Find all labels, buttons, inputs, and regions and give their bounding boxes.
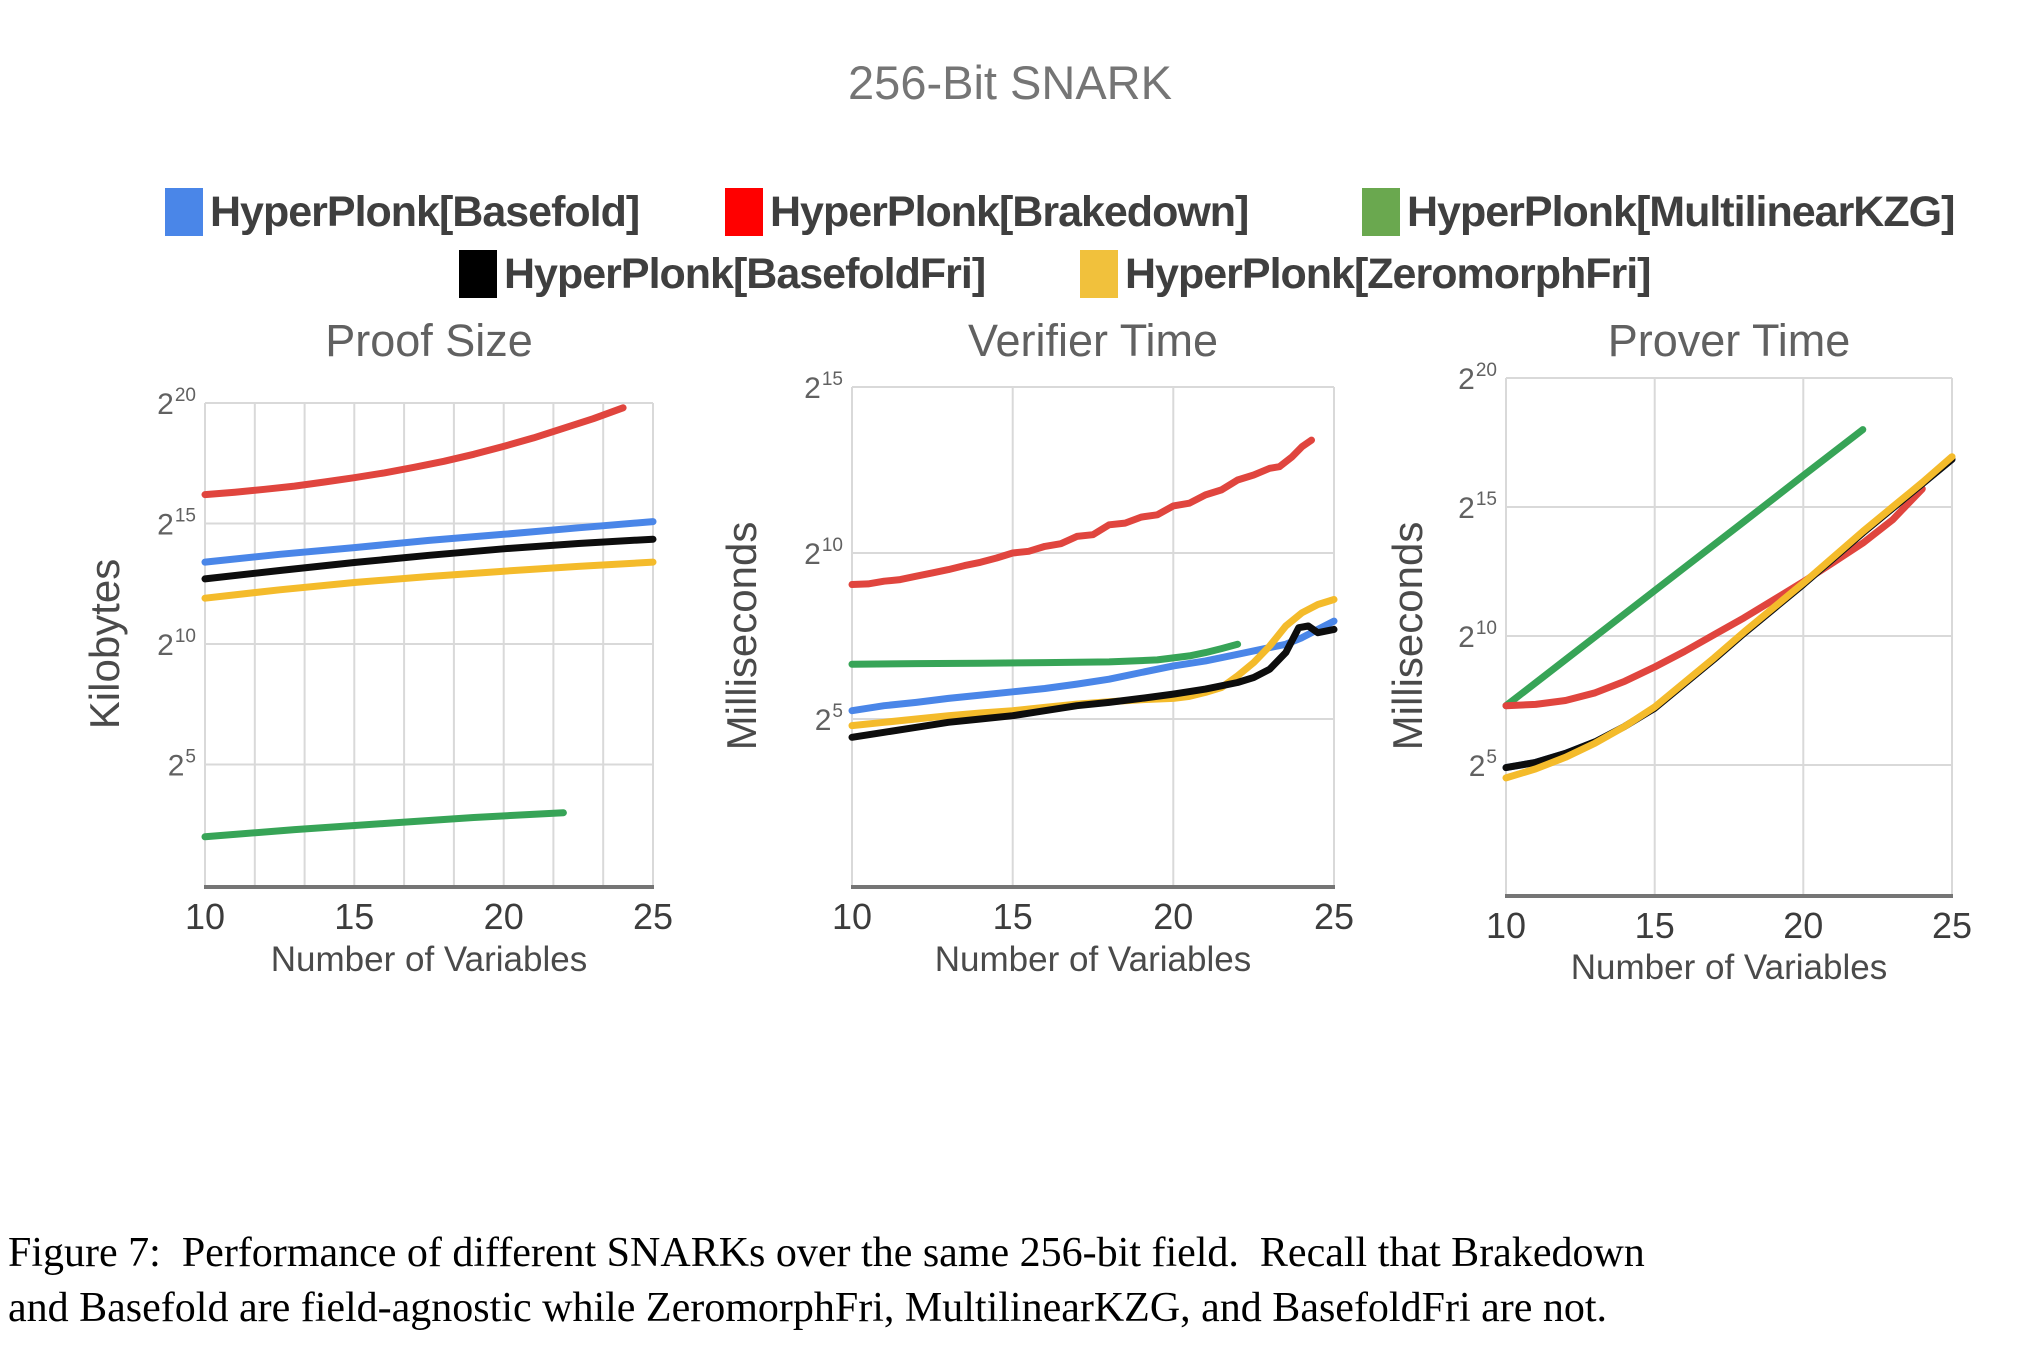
series-line-basefold-fri — [1502, 455, 1956, 772]
figure-caption: Figure 7: Performance of different SNARK… — [8, 1226, 2010, 1335]
y-tick-label: 215 — [804, 369, 843, 405]
y-tick-label: 210 — [1458, 618, 1497, 654]
prover-time-x-axis-label: Number of Variables — [1570, 948, 1888, 987]
y-tick-label: 215 — [1458, 489, 1497, 525]
series-line-multilinear-kzg — [1502, 426, 1867, 710]
series-line-zeromorph-fri — [201, 558, 657, 602]
y-tick-label: 215 — [157, 506, 196, 542]
proof-size-x-axis-label: Number of Variables — [270, 940, 588, 979]
y-tick-label: 220 — [157, 385, 196, 421]
prover-time-title: Prover Time — [1607, 315, 1851, 366]
x-tick-label: 10 — [832, 896, 872, 937]
legend-label: HyperPlonk[MultilinearKZG] — [1407, 187, 1955, 236]
y-tick-label: 25 — [815, 701, 843, 737]
series-line-multilinear-kzg — [848, 640, 1242, 668]
x-tick-label: 10 — [1486, 905, 1526, 946]
x-tick-label: 15 — [334, 896, 374, 937]
x-tick-label: 25 — [633, 896, 673, 937]
x-tick-label: 15 — [993, 896, 1033, 937]
proof-size-plot: 25 210 215 220 10 15 20 25 — [157, 385, 673, 937]
figure-title: 256-Bit SNARK — [848, 56, 1172, 109]
x-tick-label: 10 — [185, 896, 225, 937]
y-tick-label: 25 — [168, 747, 196, 783]
legend-label: HyperPlonk[Brakedown] — [770, 187, 1249, 236]
series-line-zeromorph-fri — [848, 596, 1338, 730]
brakedown-swatch-icon — [725, 188, 763, 236]
series-line-brakedown — [1502, 485, 1926, 710]
caption-line: and Basefold are field-agnostic while Ze… — [8, 1284, 1608, 1331]
legend-item-basefold-fri: HyperPlonk[BasefoldFri] — [459, 249, 986, 298]
y-tick-label: 210 — [157, 626, 196, 662]
x-tick-label: 15 — [1635, 905, 1675, 946]
legend-item-zeromorph-fri: HyperPlonk[ZeromorphFri] — [1080, 250, 1651, 298]
series-line-basefold — [1502, 455, 1956, 772]
y-tick-label: 210 — [804, 535, 843, 571]
x-tick-label: 25 — [1314, 896, 1354, 937]
legend-item-brakedown: HyperPlonk[Brakedown] — [725, 187, 1249, 236]
legend-label: HyperPlonk[Basefold] — [210, 187, 640, 236]
caption-line: Figure 7: Performance of different SNARK… — [8, 1230, 1645, 1276]
basefold-fri-swatch-icon — [459, 250, 497, 298]
legend-label: HyperPlonk[BasefoldFri] — [504, 249, 986, 298]
verifier-time-title: Verifier Time — [967, 315, 1219, 366]
x-tick-label: 20 — [1783, 905, 1823, 946]
legend-item-multilinear-kzg: HyperPlonk[MultilinearKZG] — [1362, 187, 1955, 236]
x-tick-label: 20 — [484, 896, 524, 937]
series-line-zeromorph-fri — [1502, 453, 1956, 782]
zeromorph-fri-swatch-icon — [1080, 250, 1118, 298]
basefold-swatch-icon — [165, 188, 203, 236]
series-line-multilinear-kzg — [201, 809, 567, 841]
series-line-basefold — [201, 518, 657, 566]
series-line-basefold-fri — [848, 622, 1338, 741]
prover-time-plot: 25 210 215 220 10 15 20 25 — [1458, 360, 1972, 946]
x-tick-label: 20 — [1153, 896, 1193, 937]
series-line-basefold-fri — [201, 535, 657, 583]
legend-label: HyperPlonk[ZeromorphFri] — [1125, 249, 1651, 298]
y-tick-label: 25 — [1469, 747, 1497, 783]
series-line-brakedown — [848, 436, 1315, 588]
proof-size-title: Proof Size — [325, 315, 533, 366]
legend-item-basefold: HyperPlonk[Basefold] — [165, 187, 640, 236]
x-tick-label: 25 — [1932, 905, 1972, 946]
multilinear-kzg-swatch-icon — [1362, 188, 1400, 236]
y-tick-label: 220 — [1458, 360, 1497, 396]
verifier-time-plot: 25 210 215 10 15 20 25 — [804, 369, 1354, 937]
series-line-brakedown — [201, 404, 627, 499]
verifier-time-x-axis-label: Number of Variables — [934, 940, 1252, 979]
